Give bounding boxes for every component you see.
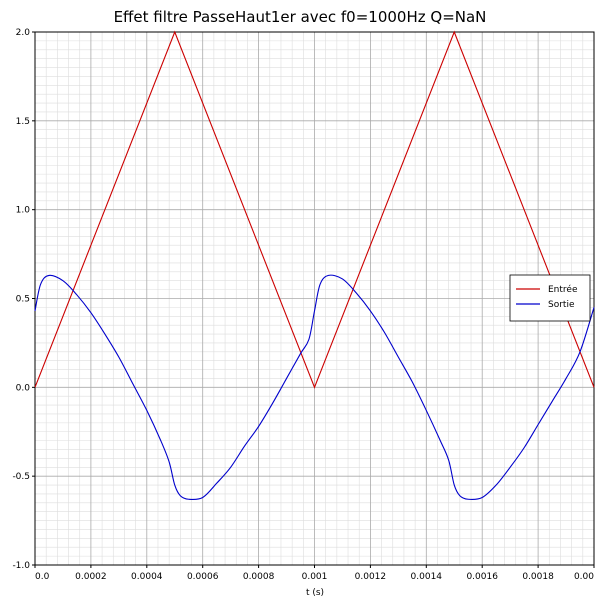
x-tick-label: 0.0018 (522, 572, 554, 582)
series-layer (34, 30, 595, 501)
x-tick-label: 0.0 (35, 572, 50, 582)
x-tick-label: 0.001 (302, 572, 328, 582)
y-tick-label: -0.5 (12, 472, 30, 482)
x-tick-label: 0.0012 (355, 572, 387, 582)
x-tick-label: 0.0014 (411, 572, 443, 582)
series-line-entree (34, 30, 595, 389)
x-axis-ticks: 0.0 0.0002 0.0004 0.0006 0.0008 0.001 0.0012 0.… (34, 565, 595, 582)
x-tick-label: 0.0004 (131, 572, 163, 582)
y-tick-label: 0.0 (16, 383, 31, 393)
y-tick-label: 2.0 (16, 28, 31, 38)
x-tick-label: 0.00 (574, 572, 594, 582)
legend-label: Sortie (548, 300, 575, 310)
x-axis-label: t (s) (306, 588, 324, 598)
legend-box (509, 274, 591, 322)
y-axis-ticks: -1.0 -0.5 0.0 0.5 1.0 1.5 2.0 (12, 28, 35, 571)
x-tick-label: 0.0008 (243, 572, 275, 582)
y-tick-label: 0.5 (16, 295, 30, 305)
x-tick-label: 0.0016 (466, 572, 498, 582)
legend-label: Entrée (548, 284, 578, 295)
y-tick-label: -1.0 (12, 561, 30, 571)
legend: Entrée Sortie (509, 274, 591, 322)
x-tick-label: 0.0006 (187, 572, 219, 582)
y-tick-label: 1.0 (16, 206, 31, 216)
y-tick-label: 1.5 (16, 117, 30, 127)
chart-title: Effet filtre PasseHaut1er avec f0=1000Hz… (114, 8, 487, 26)
series-line-sortie (34, 274, 595, 501)
x-tick-label: 0.0002 (75, 572, 107, 582)
